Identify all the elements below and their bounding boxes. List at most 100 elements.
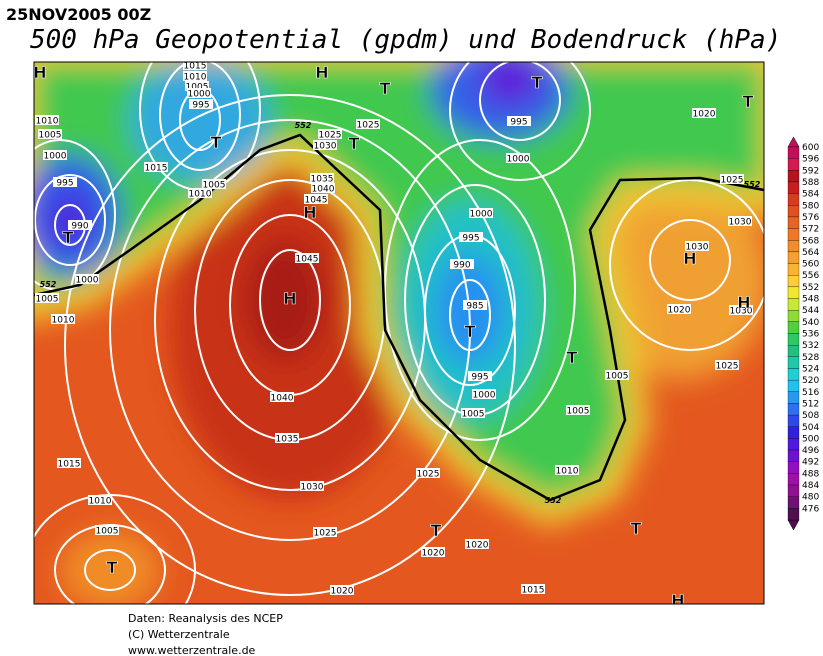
- contour-label: 552: [744, 180, 761, 189]
- isobar-label: 1020: [693, 110, 716, 120]
- colorbar-swatch: [787, 321, 800, 334]
- isobar-label: 1015: [58, 460, 81, 470]
- isobar-label-bg: [507, 116, 531, 126]
- isobar-label: 1030: [729, 218, 752, 228]
- pressure-center: T: [631, 519, 642, 538]
- isobar-label-bg: [313, 140, 337, 150]
- isobar-label: 1010: [556, 467, 579, 477]
- isobar-label-bg: [421, 547, 445, 557]
- map-area: 1015101010051000995101010051000995990100…: [33, 62, 764, 604]
- colorbar-label: 520: [802, 376, 819, 386]
- isobar-label-bg: [300, 481, 324, 491]
- isobar-label-bg: [185, 81, 209, 91]
- isobar-label: 1020: [466, 541, 489, 551]
- pressure-center: T: [380, 79, 391, 98]
- footer-line: (C) Wetterzentrale: [128, 628, 230, 641]
- isobar-label-bg: [566, 405, 590, 415]
- isobar-label-bg: [95, 525, 119, 535]
- isobar-label: 1000: [507, 155, 530, 165]
- colorbar-label: 528: [802, 353, 819, 363]
- colorbar-swatch: [787, 170, 800, 183]
- colorbar-swatch: [787, 181, 800, 194]
- isobar-label-bg: [605, 370, 629, 380]
- isobar-label-bg: [313, 527, 337, 537]
- isobar-label: 1020: [422, 549, 445, 559]
- pressure-center: T: [567, 348, 578, 367]
- contour-552: [34, 133, 764, 502]
- isobar-label-bg: [463, 300, 487, 310]
- isobar-label-bg: [304, 194, 328, 204]
- isobar-label: 990: [71, 222, 88, 232]
- isobar-label: 1010: [89, 497, 112, 507]
- isobar-label-bg: [183, 71, 207, 81]
- isobar-label: 1045: [296, 255, 319, 265]
- colorbar-swatch: [787, 484, 800, 497]
- colorbar-label: 504: [802, 423, 819, 433]
- colorbar-swatch: [787, 240, 800, 253]
- isobar-label-bg: [356, 119, 380, 129]
- isobar-label-bg: [35, 293, 59, 303]
- colorbar-label: 564: [802, 248, 819, 258]
- isobar-label: 985: [466, 302, 483, 312]
- colorbar-swatch: [787, 403, 800, 416]
- colorbar-label: 544: [802, 306, 819, 316]
- isobar-label-bg: [715, 360, 739, 370]
- isobar-label: 1015: [184, 62, 207, 72]
- colorbar-swatch: [787, 216, 800, 229]
- colorbar-swatch: [787, 449, 800, 462]
- colorbar-swatch: [787, 333, 800, 346]
- isobar-label: 990: [453, 261, 470, 271]
- colorbar-swatch: [787, 438, 800, 451]
- isobar-label: 1025: [716, 362, 739, 372]
- footer-line: Daten: Reanalysis des NCEP: [128, 612, 283, 625]
- pressure-center: T: [63, 228, 74, 247]
- colorbar-label: 560: [802, 260, 819, 270]
- isobar-label-bg: [465, 539, 489, 549]
- colorbar-swatch: [787, 345, 800, 357]
- colorbar-cap: [787, 136, 800, 148]
- isobar-label-bg: [555, 465, 579, 475]
- isobar-label: 1005: [186, 83, 209, 93]
- isobar-label: 1005: [606, 372, 629, 382]
- isobar-label-bg: [728, 216, 752, 226]
- pressure-center: H: [303, 203, 316, 222]
- isobar-label-bg: [468, 371, 492, 381]
- isobar-label: 1025: [357, 121, 380, 131]
- isobar-label: 1005: [96, 527, 119, 537]
- colorbar-label: 500: [802, 434, 819, 444]
- colorbar-swatch: [787, 368, 800, 381]
- pressure-center: H: [33, 63, 46, 82]
- isobar-label-bg: [144, 162, 168, 172]
- isobar-label: 1025: [417, 470, 440, 480]
- isobar-label: 1010: [189, 190, 212, 200]
- isobar-label: 1035: [311, 175, 334, 185]
- pressure-center: T: [349, 134, 360, 153]
- colorbar-label: 588: [802, 178, 819, 188]
- colorbar-label: 552: [802, 283, 819, 293]
- isobar-label-bg: [188, 188, 212, 198]
- isobar-label: 1005: [462, 410, 485, 420]
- isobar-label: 1010: [52, 316, 75, 326]
- pressure-center: T: [107, 558, 118, 577]
- colorbar-swatch: [787, 379, 800, 392]
- colorbar-label: 524: [802, 364, 819, 374]
- colorbar-label: 540: [802, 318, 819, 328]
- isobar-label-bg: [187, 88, 211, 98]
- isobar-label-bg: [310, 173, 334, 183]
- colorbar-swatch: [787, 251, 800, 264]
- pressure-center: H: [683, 249, 696, 268]
- colorbar-swatch: [787, 146, 800, 159]
- isobar-label: 1025: [319, 131, 342, 141]
- colorbar-swatch: [787, 414, 800, 427]
- isobar-label-bg: [311, 183, 335, 193]
- isobar-label-bg: [720, 174, 744, 184]
- colorbar-swatch: [787, 496, 800, 509]
- isobar-label-bg: [416, 468, 440, 478]
- colorbar-swatch: [787, 356, 800, 369]
- isobar-label: 1030: [301, 483, 324, 493]
- isobar-label: 1020: [668, 306, 691, 316]
- colorbar-label: 536: [802, 330, 819, 340]
- isobar-label: 1000: [76, 276, 99, 286]
